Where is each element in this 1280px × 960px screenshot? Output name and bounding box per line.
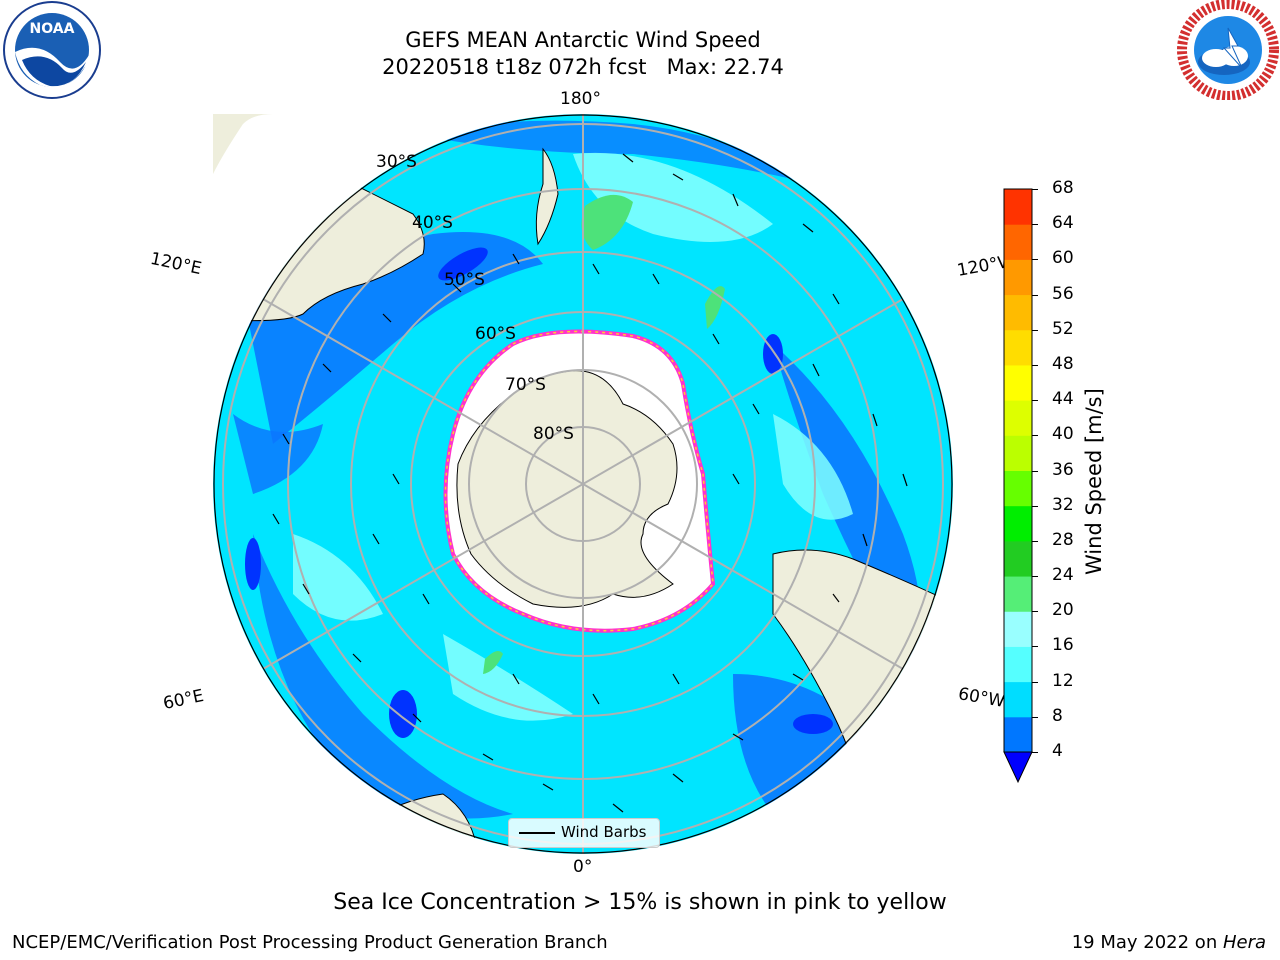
colorbar-segment [1004,400,1032,436]
colorbar-tick-mark [1032,470,1038,472]
noaa-logo-text: NOAA [30,21,75,37]
colorbar-tick-mark [1032,646,1038,648]
colorbar-tick-label: 16 [1052,635,1074,656]
nws-logo-icon [1177,0,1279,100]
colorbar-tick-mark [1032,329,1038,331]
colorbar-segment [1004,611,1032,647]
new-zealand-land [535,147,559,246]
colorbar-tick-mark [1032,681,1038,683]
colorbar-tick-label: 68 [1052,178,1074,198]
sea-ice-note: Sea Ice Concentration > 15% is shown in … [333,890,947,915]
lon-label-120e: 120°E [148,248,204,280]
noaa-logo-icon: NOAA [3,1,101,99]
colorbar-tick-label: 48 [1052,353,1074,374]
chart-subtitle: 20220518 t18z 072h fcst Max: 22.74 [382,55,784,79]
colorbar-segment [1004,576,1032,612]
colorbar-tick-mark [1032,435,1038,437]
footer-date: 19 May 2022 on Hera [1072,932,1266,953]
legend-label: Wind Barbs [561,823,647,841]
colorbar-tick-mark [1032,752,1038,753]
colorbar-tick-mark [1032,576,1038,578]
colorbar-segment [1004,646,1032,683]
colorbar-segment [1004,540,1032,577]
graticule [222,114,944,854]
colorbar-segment [1004,505,1032,542]
footer-date-text: 19 May 2022 on [1071,932,1223,953]
colorbar-tick-label: 8 [1052,705,1063,726]
colorbar-under-arrow [1003,751,1033,784]
colorbar-tick-mark [1032,505,1038,507]
colorbar-segment [1004,259,1032,296]
colorbar-tick-label: 20 [1052,600,1074,621]
lon-label-0: 0° [573,857,593,877]
lon-label-60e: 60°E [161,685,206,715]
colorbar-tick-label: 44 [1052,389,1074,410]
colorbar-tick-label: 28 [1052,529,1074,550]
colorbar-segment [1004,681,1032,718]
lat-label-70s: 70°S [505,375,546,395]
footer-credit: NCEP/EMC/Verification Post Processing Pr… [12,932,608,953]
colorbar-segment [1004,224,1032,260]
lat-label-50s: 50°S [444,270,485,290]
colorbar-tick-mark [1032,716,1038,718]
lon-label-60w: 60°W [956,684,1007,712]
lat-label-30s: 30°S [376,152,417,172]
colorbar-tick-mark [1032,189,1038,190]
colorbar [1003,188,1033,784]
colorbar-segment [1004,189,1032,225]
colorbar-tick-mark [1032,259,1038,261]
footer-machine: Hera [1222,932,1266,953]
colorbar-segment [1004,716,1032,753]
colorbar-segment [1004,435,1032,471]
colorbar-tick-label: 56 [1052,283,1074,304]
antarctic-wind-map [213,114,955,855]
chart-title: GEFS MEAN Antarctic Wind Speed [405,28,761,52]
antarctica-land [456,370,678,608]
lat-label-40s: 40°S [412,213,453,233]
wind-barbs [272,153,908,813]
colorbar-tick-mark [1032,294,1038,296]
colorbar-segment [1004,470,1032,507]
colorbar-segment [1004,294,1032,331]
colorbar-segment [1004,329,1032,366]
lat-label-60s: 60°S [475,324,516,344]
colorbar-tick-label: 60 [1052,248,1074,269]
map-legend: Wind Barbs [508,818,660,848]
colorbar-tick-mark [1032,400,1038,402]
colorbar-tick-label: 36 [1052,459,1074,480]
colorbar-tick-label: 12 [1052,670,1074,691]
colorbar-tick-label: 40 [1052,424,1074,445]
colorbar-tick-label: 4 [1052,741,1063,761]
colorbar-tick-mark [1032,611,1038,613]
colorbar-label: Wind Speed [m/s] [1082,388,1106,575]
colorbar-tick-mark [1032,224,1038,226]
colorbar-tick-mark [1032,364,1038,366]
colorbar-tick-mark [1032,540,1038,542]
colorbar-tick-label: 24 [1052,565,1074,586]
legend-line-swatch [519,832,555,834]
map-boundary [213,114,953,854]
lon-label-180: 180° [560,89,601,109]
colorbar-segment [1004,364,1032,401]
lat-label-80s: 80°S [533,424,574,444]
colorbar-tick-label: 64 [1052,213,1074,234]
colorbar-tick-label: 52 [1052,318,1074,339]
colorbar-tick-label: 32 [1052,494,1074,515]
